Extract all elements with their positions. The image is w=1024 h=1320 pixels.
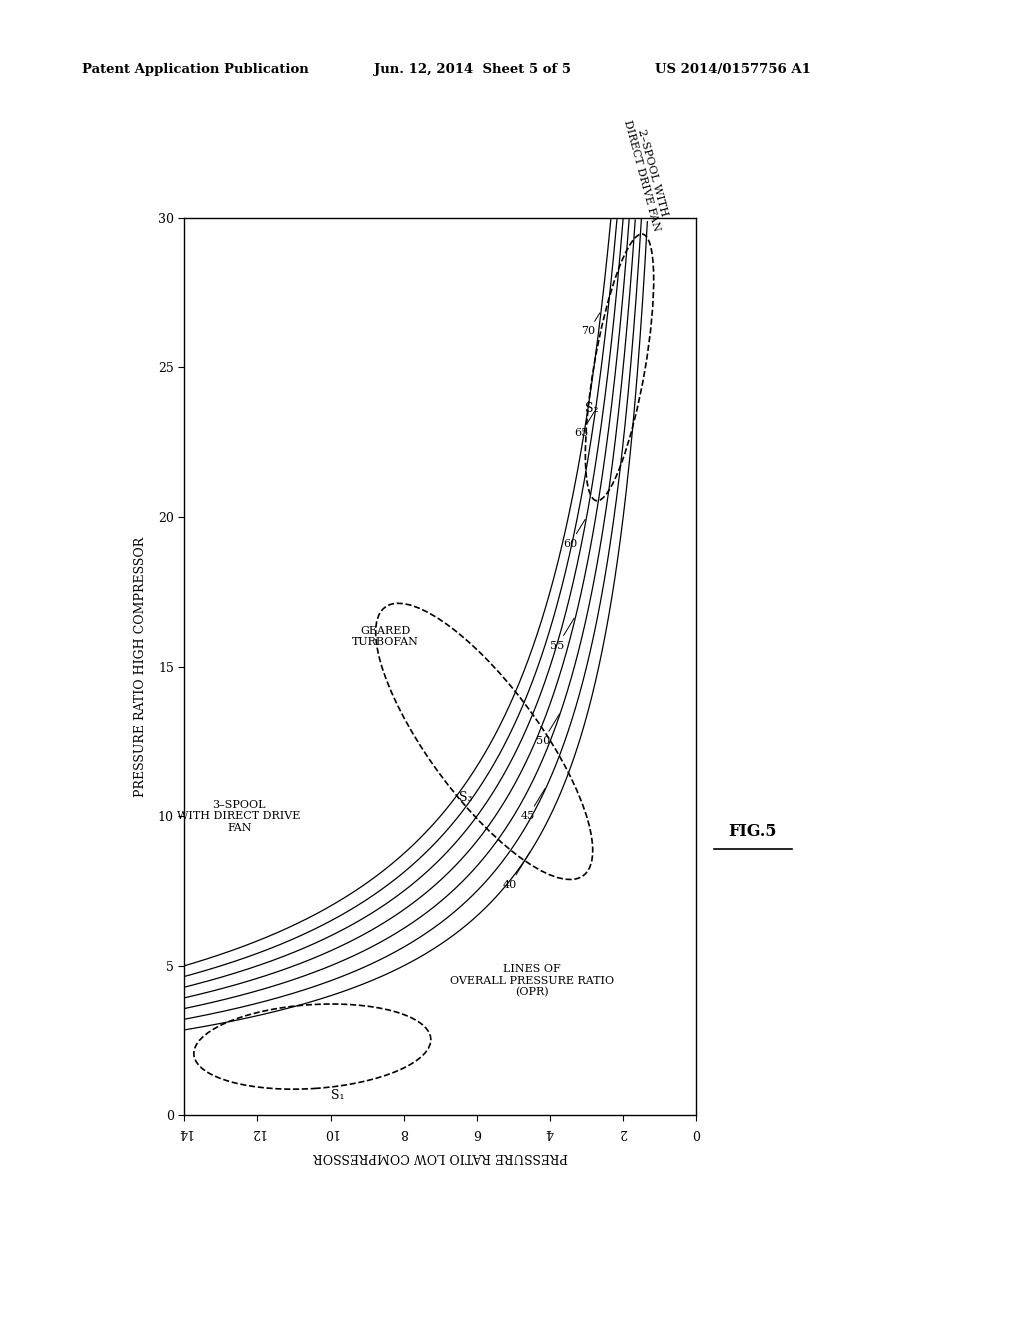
Text: S₃: S₃ <box>459 791 473 804</box>
Text: US 2014/0157756 A1: US 2014/0157756 A1 <box>655 63 811 77</box>
Text: S₂: S₂ <box>586 403 599 416</box>
Text: 2–SPOOL WITH
DIRECT DRIVE FAN: 2–SPOOL WITH DIRECT DRIVE FAN <box>622 116 672 232</box>
Text: 40: 40 <box>503 851 530 890</box>
X-axis label: PRESSURE RATIO LOW COMPRESSOR: PRESSURE RATIO LOW COMPRESSOR <box>313 1150 567 1163</box>
Text: 50: 50 <box>536 714 559 746</box>
Text: GEARED
TURBOFAN: GEARED TURBOFAN <box>352 626 419 648</box>
Text: Patent Application Publication: Patent Application Publication <box>82 63 308 77</box>
Text: 55: 55 <box>550 618 574 651</box>
Text: FIG.5: FIG.5 <box>728 824 777 840</box>
Y-axis label: PRESSURE RATIO HIGH COMPRESSOR: PRESSURE RATIO HIGH COMPRESSOR <box>134 536 146 797</box>
Text: 45: 45 <box>521 788 545 821</box>
Text: 70: 70 <box>582 313 600 337</box>
Text: 65: 65 <box>574 412 594 438</box>
Text: Jun. 12, 2014  Sheet 5 of 5: Jun. 12, 2014 Sheet 5 of 5 <box>374 63 570 77</box>
Text: S₁: S₁ <box>331 1089 345 1102</box>
Text: 3–SPOOL
WITH DIRECT DRIVE
FAN: 3–SPOOL WITH DIRECT DRIVE FAN <box>177 800 301 833</box>
Text: 60: 60 <box>563 519 585 549</box>
Text: LINES OF
OVERALL PRESSURE RATIO
(OPR): LINES OF OVERALL PRESSURE RATIO (OPR) <box>450 964 613 998</box>
